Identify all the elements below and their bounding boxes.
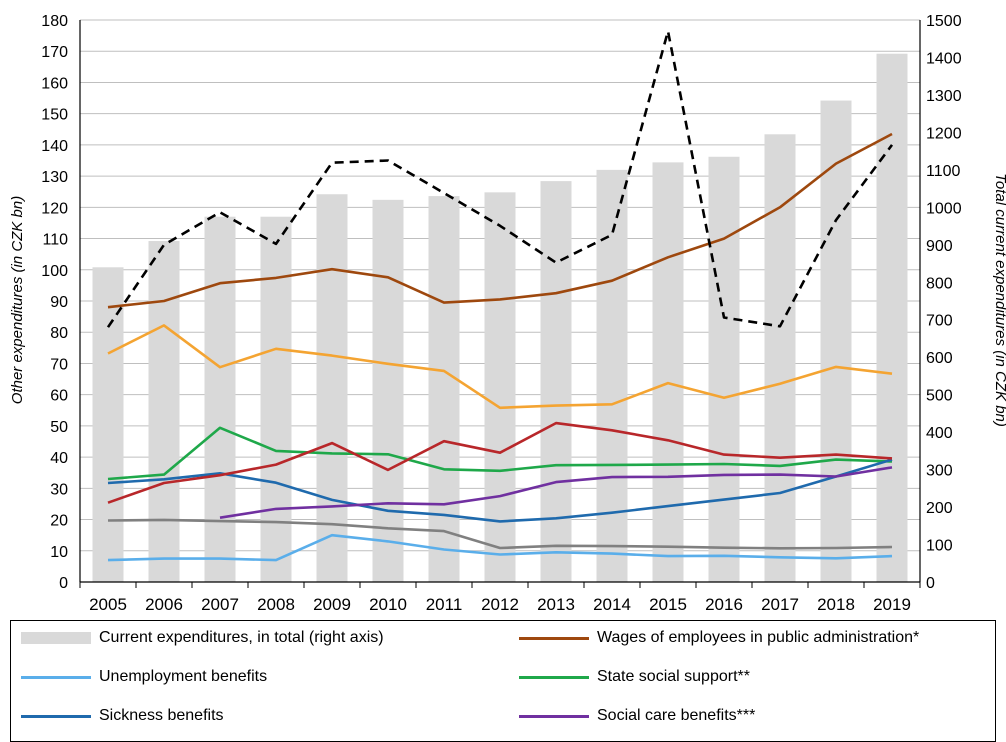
right-tick-label: 900	[926, 238, 953, 255]
right-tick-label: 100	[926, 538, 953, 555]
legend-label: Sickness benefits	[99, 707, 224, 724]
line-series-path	[107, 458, 893, 523]
x-tick-label: 2013	[537, 595, 575, 614]
x-tick-label: 2012	[481, 595, 519, 614]
left-tick-label: 110	[42, 232, 68, 249]
left-tick-label: 0	[59, 575, 68, 592]
legend-label: State social support**	[597, 668, 750, 685]
line-series	[106, 29, 894, 562]
legend-swatch-line	[519, 636, 589, 640]
left-tick-label: 160	[41, 75, 68, 92]
left-tick-label: 70	[50, 356, 68, 373]
bar-current-expenditures	[428, 196, 460, 583]
line-series-path	[107, 132, 893, 309]
right-tick-label: 500	[926, 388, 953, 405]
right-tick-label: 300	[926, 463, 953, 480]
x-tick-label: 2005	[89, 595, 127, 614]
legend-swatch-line	[519, 675, 589, 679]
bar-current-expenditures	[92, 267, 124, 582]
bar-current-expenditures	[652, 162, 684, 582]
left-tick-label: 60	[50, 388, 68, 405]
legend-item-unemployment: Unemployment benefits	[21, 665, 267, 689]
right-tick-label: 1200	[926, 125, 962, 142]
x-tick-label: 2014	[593, 595, 631, 614]
right-tick-label: 1000	[926, 200, 962, 217]
left-tick-label: 150	[41, 107, 68, 124]
left-tick-label: 20	[50, 513, 68, 530]
right-tick-label: 0	[926, 575, 935, 592]
left-tick-label: 180	[41, 13, 68, 30]
legend: Current expenditures, in total (right ax…	[10, 620, 996, 742]
right-tick-label: 1100	[926, 163, 961, 180]
x-tick-label: 2008	[257, 595, 295, 614]
left-tick-label: 130	[41, 169, 68, 186]
bar-current-expenditures	[372, 199, 404, 582]
x-tick-label: 2017	[761, 595, 799, 614]
left-axis-label: Other expenditures (in CZK bn)	[9, 196, 26, 404]
bar-current-expenditures	[484, 192, 516, 582]
right-tick-label: 1500	[926, 13, 962, 30]
right-tick-label: 200	[926, 500, 953, 517]
bar-current-expenditures	[820, 100, 852, 582]
x-tick-label: 2016	[705, 595, 743, 614]
left-tick-label: 140	[41, 138, 68, 155]
left-tick-label: 90	[50, 294, 68, 311]
line-series-path	[107, 324, 893, 410]
left-tick-label: 40	[50, 450, 68, 467]
x-tick-label: 2006	[145, 595, 183, 614]
bar-current-expenditures	[260, 216, 292, 582]
left-tick-label: 120	[41, 200, 68, 217]
bar-current-expenditures	[540, 181, 572, 582]
legend-item-wages: Wages of employees in public administrat…	[519, 626, 919, 650]
left-tick-label: 30	[50, 481, 68, 498]
bar-current-expenditures	[316, 194, 348, 582]
x-tick-label: 2010	[369, 595, 407, 614]
legend-swatch-line	[21, 675, 91, 679]
x-tick-label: 2009	[313, 595, 351, 614]
right-tick-label: 600	[926, 350, 953, 367]
line-series-path	[106, 29, 894, 328]
bar-current-expenditures	[708, 156, 740, 582]
line-series-path	[107, 518, 893, 550]
legend-swatch-line	[21, 714, 91, 718]
left-tick-label: 10	[50, 544, 68, 561]
combo-chart: 0 10 20 30 40 50 60 70 80 90 100 110 120 130 140 150 160…	[9, 13, 1006, 614]
left-tick-label: 100	[41, 263, 68, 280]
right-tick-label: 800	[926, 275, 953, 292]
x-tick-label: 2011	[426, 595, 463, 614]
bar-current-expenditures	[204, 216, 236, 582]
right-tick-label: 700	[926, 313, 953, 330]
x-tick-label: 2015	[649, 595, 687, 614]
legend-item-social-care: Social care benefits***	[519, 704, 755, 728]
bar-current-expenditures	[876, 53, 908, 583]
left-tick-label: 50	[50, 419, 68, 436]
legend-label: Unemployment benefits	[99, 668, 268, 685]
line-series-path	[107, 426, 893, 481]
line-series-path	[107, 421, 893, 504]
x-tick-label: 2019	[873, 595, 911, 614]
right-tick-label: 1300	[926, 88, 962, 105]
tick-labels: 0 10 20 30 40 50 60 70 80 90 100 110 120 130 140 150 160…	[41, 13, 961, 614]
right-tick-label: 400	[926, 425, 953, 442]
x-tick-label: 2018	[817, 595, 855, 614]
bar-current-expenditures	[764, 134, 796, 583]
bar-series	[92, 53, 908, 583]
axes	[79, 20, 921, 588]
left-tick-label: 80	[50, 325, 68, 342]
legend-swatch-bar	[21, 632, 91, 644]
legend-swatch-line	[519, 714, 589, 718]
right-tick-label: 1400	[926, 50, 962, 67]
bar-current-expenditures	[148, 241, 180, 582]
legend-item-state-social-support: State social support**	[519, 665, 750, 689]
left-tick-label: 170	[41, 44, 68, 61]
right-axis-label: Total current expenditures (in CZK bn)	[992, 173, 1006, 427]
x-tick-label: 2007	[201, 595, 239, 614]
legend-item-sickness: Sickness benefits	[21, 704, 224, 728]
legend-label: Current expenditures, in total (right ax…	[99, 629, 384, 646]
line-series-path	[107, 533, 893, 562]
legend-label: Social care benefits***	[597, 707, 756, 724]
line-series-path	[219, 466, 893, 519]
legend-item-current-expenditures: Current expenditures, in total (right ax…	[21, 626, 384, 650]
legend-label: Wages of employees in public administrat…	[597, 629, 920, 646]
